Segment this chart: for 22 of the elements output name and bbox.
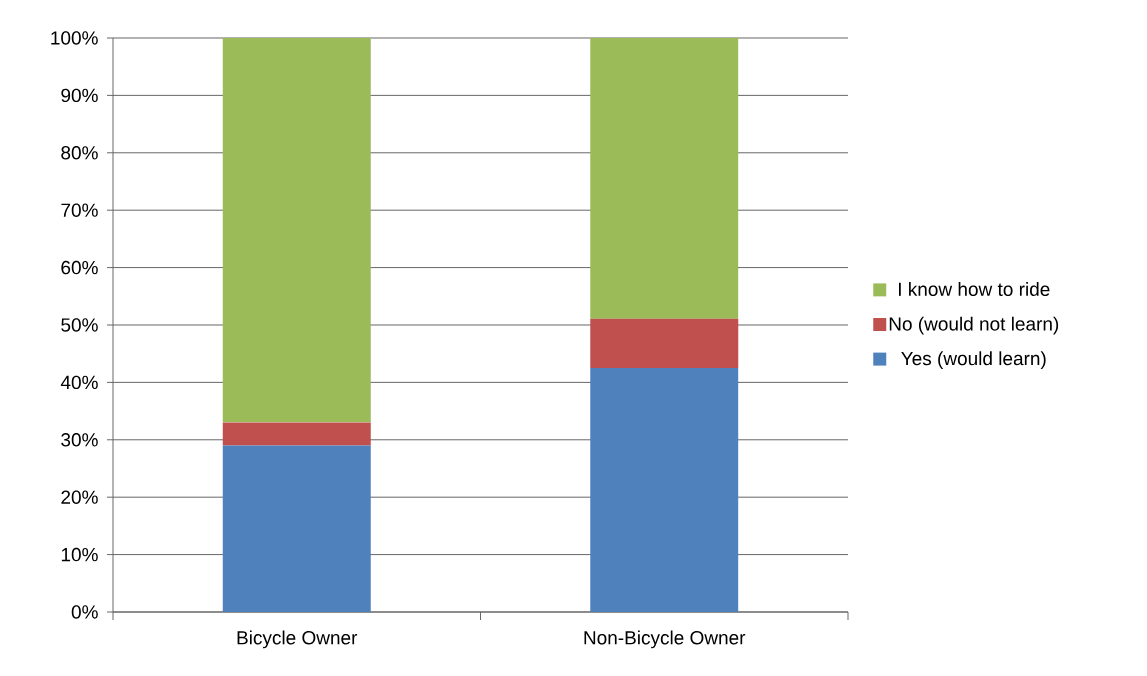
- y-tick-label: 80%: [61, 146, 98, 160]
- legend-label: No (would not learn): [889, 316, 1059, 335]
- y-tick-label: 30%: [61, 433, 98, 447]
- bar: [222, 422, 371, 446]
- bar: [590, 318, 739, 369]
- y-tick-label: 20%: [61, 490, 98, 504]
- y-tick-label: 10%: [61, 547, 98, 562]
- legend-label: I know how to ride: [898, 282, 1050, 297]
- bar: [222, 37, 371, 423]
- y-tick-label: 70%: [61, 203, 98, 217]
- y-tick-label: 90%: [61, 88, 98, 103]
- legend-label: Yes (would learn): [901, 351, 1046, 369]
- bar: [590, 37, 739, 319]
- y-tick-label: 50%: [61, 318, 98, 332]
- y-tick-label: 0%: [71, 605, 98, 619]
- x-tick-label: Bicycle Owner: [237, 630, 358, 649]
- y-tick-label: 40%: [60, 375, 98, 390]
- y-tick-label: 60%: [61, 260, 98, 275]
- bar: [590, 368, 739, 612]
- bar: [222, 445, 371, 612]
- y-tick-label: 100%: [51, 31, 98, 45]
- x-tick-label: Non-Bicycle Owner: [584, 630, 746, 649]
